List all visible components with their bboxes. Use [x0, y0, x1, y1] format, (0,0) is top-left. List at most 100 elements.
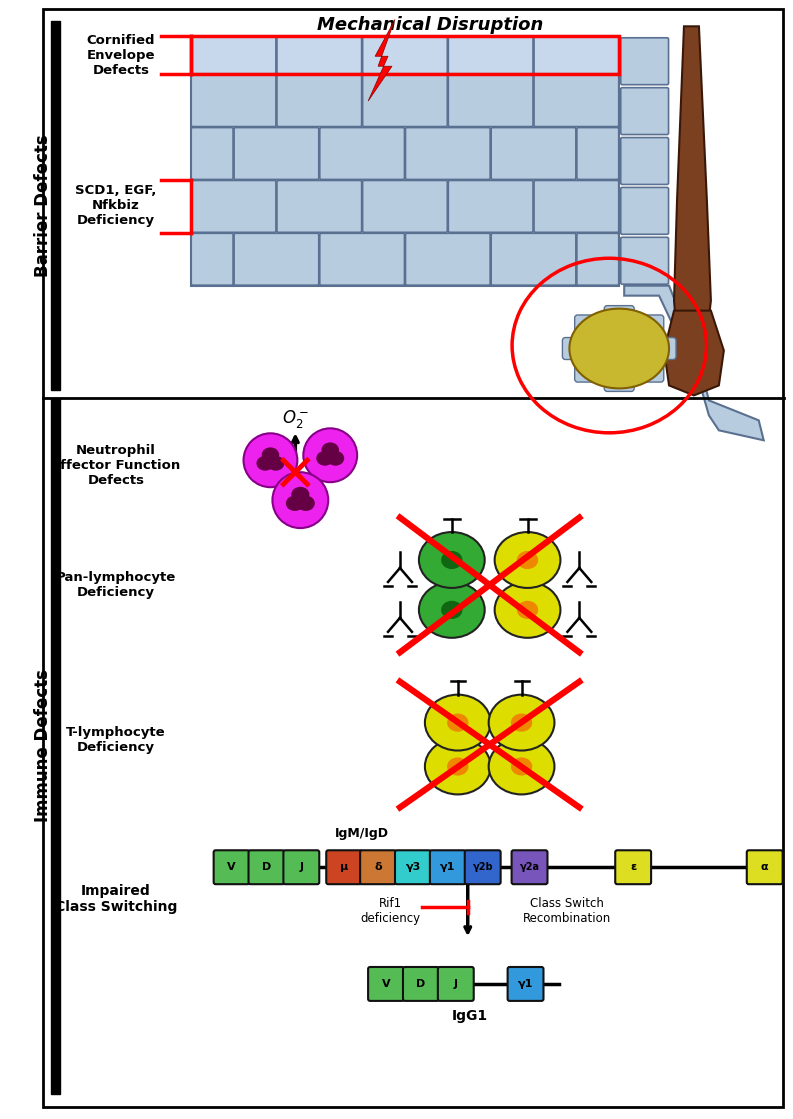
Ellipse shape — [321, 442, 339, 458]
Ellipse shape — [447, 758, 469, 775]
Ellipse shape — [517, 551, 538, 570]
Text: SCD1, EGF,
Nfkbiz
Deficiency: SCD1, EGF, Nfkbiz Deficiency — [75, 185, 157, 227]
Bar — [191, 36, 619, 74]
FancyBboxPatch shape — [621, 87, 668, 134]
FancyBboxPatch shape — [619, 238, 650, 281]
FancyBboxPatch shape — [283, 850, 320, 884]
Text: J: J — [454, 979, 458, 989]
FancyBboxPatch shape — [615, 850, 651, 884]
FancyBboxPatch shape — [619, 188, 650, 232]
Text: Neutrophil
Effector Function
Defects: Neutrophil Effector Function Defects — [52, 444, 181, 487]
Ellipse shape — [569, 309, 669, 388]
FancyBboxPatch shape — [395, 850, 431, 884]
FancyBboxPatch shape — [360, 850, 396, 884]
Ellipse shape — [267, 455, 285, 471]
FancyBboxPatch shape — [248, 850, 285, 884]
Text: IgG1: IgG1 — [452, 1009, 488, 1023]
FancyBboxPatch shape — [191, 234, 233, 285]
FancyBboxPatch shape — [405, 234, 490, 285]
Text: δ: δ — [374, 863, 382, 872]
Text: γ1: γ1 — [518, 979, 533, 989]
FancyBboxPatch shape — [621, 138, 668, 185]
Circle shape — [243, 433, 297, 487]
FancyBboxPatch shape — [326, 850, 362, 884]
FancyBboxPatch shape — [619, 39, 650, 82]
FancyBboxPatch shape — [405, 128, 490, 179]
Ellipse shape — [441, 551, 462, 570]
Text: μ: μ — [340, 863, 348, 872]
FancyBboxPatch shape — [534, 75, 619, 126]
FancyBboxPatch shape — [621, 187, 668, 234]
Text: T-lymphocyte
Deficiency: T-lymphocyte Deficiency — [66, 725, 166, 753]
FancyBboxPatch shape — [362, 75, 447, 126]
FancyBboxPatch shape — [577, 234, 619, 285]
Text: γ2a: γ2a — [519, 863, 539, 872]
Bar — [52, 398, 60, 1093]
Ellipse shape — [285, 496, 304, 511]
FancyBboxPatch shape — [646, 338, 676, 359]
FancyBboxPatch shape — [448, 37, 533, 74]
FancyBboxPatch shape — [465, 850, 500, 884]
FancyBboxPatch shape — [191, 180, 276, 233]
Text: IgM/IgD: IgM/IgD — [335, 827, 389, 840]
Text: γ3: γ3 — [405, 863, 420, 872]
FancyBboxPatch shape — [604, 369, 634, 392]
FancyBboxPatch shape — [277, 37, 362, 74]
FancyBboxPatch shape — [362, 180, 447, 233]
FancyBboxPatch shape — [575, 314, 604, 337]
Ellipse shape — [511, 758, 532, 775]
FancyBboxPatch shape — [747, 850, 783, 884]
Text: ε: ε — [630, 863, 636, 872]
FancyBboxPatch shape — [320, 234, 404, 285]
FancyBboxPatch shape — [534, 37, 619, 74]
FancyBboxPatch shape — [191, 75, 276, 126]
Ellipse shape — [297, 496, 315, 511]
FancyBboxPatch shape — [577, 128, 619, 179]
Ellipse shape — [488, 739, 554, 794]
FancyBboxPatch shape — [430, 850, 465, 884]
Text: Mechanical Disruption: Mechanical Disruption — [316, 17, 543, 35]
FancyBboxPatch shape — [534, 180, 619, 233]
Ellipse shape — [495, 582, 561, 638]
Circle shape — [304, 429, 357, 482]
FancyBboxPatch shape — [634, 360, 664, 382]
FancyBboxPatch shape — [604, 305, 634, 328]
Circle shape — [273, 472, 328, 528]
Text: γ1: γ1 — [440, 863, 455, 872]
Ellipse shape — [425, 739, 491, 794]
FancyBboxPatch shape — [191, 128, 233, 179]
Ellipse shape — [517, 601, 538, 619]
FancyBboxPatch shape — [448, 75, 533, 126]
FancyBboxPatch shape — [619, 139, 650, 181]
Text: Rif1
deficiency: Rif1 deficiency — [360, 897, 420, 925]
FancyBboxPatch shape — [320, 128, 404, 179]
FancyBboxPatch shape — [491, 128, 576, 179]
Ellipse shape — [425, 695, 491, 751]
Polygon shape — [664, 311, 724, 395]
FancyBboxPatch shape — [234, 234, 319, 285]
Ellipse shape — [316, 451, 334, 466]
Text: $O_2^-$: $O_2^-$ — [282, 408, 309, 431]
FancyBboxPatch shape — [277, 75, 362, 126]
Polygon shape — [624, 285, 764, 440]
Ellipse shape — [511, 714, 532, 732]
FancyBboxPatch shape — [634, 314, 664, 337]
Ellipse shape — [488, 695, 554, 751]
Text: J: J — [299, 863, 304, 872]
Text: D: D — [416, 979, 426, 989]
FancyBboxPatch shape — [191, 37, 276, 74]
FancyBboxPatch shape — [403, 967, 439, 1000]
Ellipse shape — [419, 582, 485, 638]
Text: γ2b: γ2b — [473, 863, 493, 872]
Text: α: α — [761, 863, 768, 872]
Text: Pan-lymphocyte
Deficiency: Pan-lymphocyte Deficiency — [56, 571, 176, 599]
Ellipse shape — [447, 714, 469, 732]
FancyBboxPatch shape — [621, 237, 668, 284]
Text: Impaired
Class Switching: Impaired Class Switching — [55, 884, 177, 914]
FancyBboxPatch shape — [621, 38, 668, 85]
Bar — [191, 36, 619, 285]
FancyBboxPatch shape — [234, 128, 319, 179]
FancyBboxPatch shape — [213, 850, 250, 884]
FancyBboxPatch shape — [575, 360, 604, 382]
Text: V: V — [228, 863, 236, 872]
